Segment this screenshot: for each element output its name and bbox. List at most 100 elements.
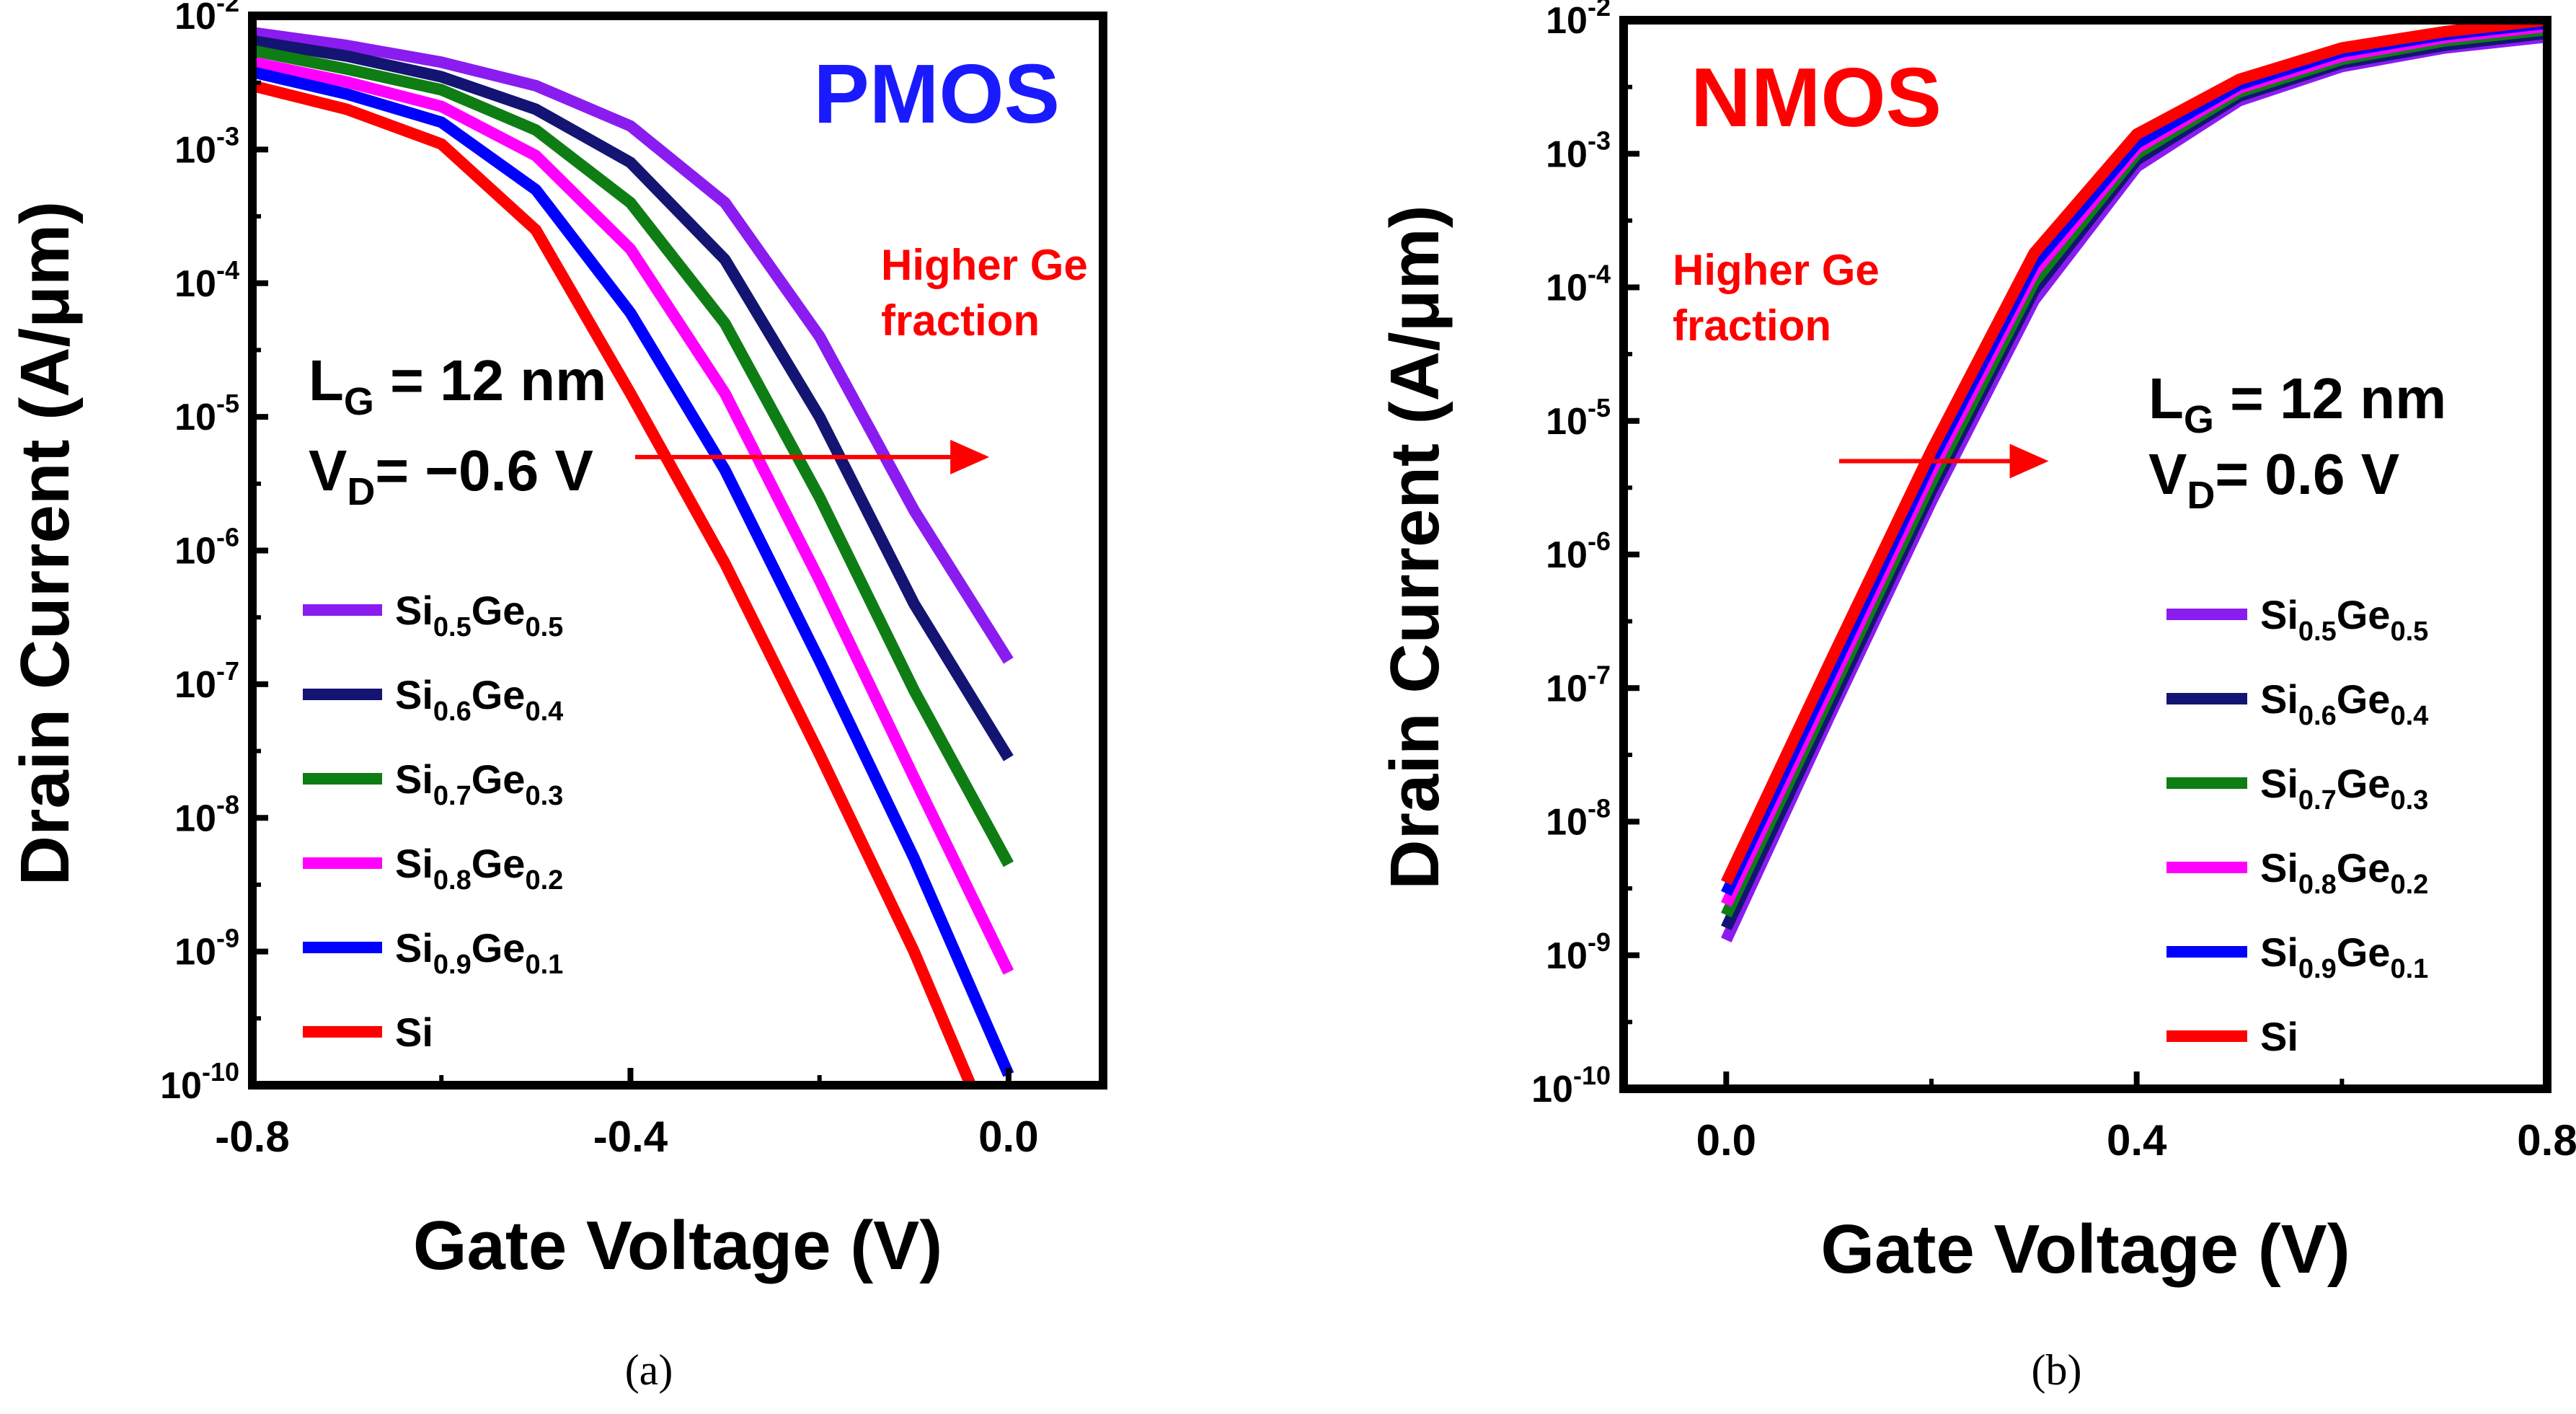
legend-sub2: 0.4 [525,697,563,727]
x-tick-label: -0.8 [215,1113,289,1161]
panel-caption: (b) [2032,1346,2082,1394]
y-tick-exponent: -6 [1588,526,1611,556]
legend-sub1: 0.7 [2298,785,2337,816]
y-tick-exponent: -7 [1588,660,1611,689]
y-tick-base: 10 [1546,668,1588,710]
y-tick-base: 10 [174,263,216,305]
legend-sub1: 0.6 [433,697,472,727]
legend-entry: Si0.6Ge0.4 [2260,676,2428,731]
y-tick-base: 10 [174,797,216,839]
series-line-si [1721,20,2547,885]
legend-entry: Si0.5Ge0.5 [2260,592,2428,647]
y-tick-label: 10-2 [174,0,239,37]
lg-subscript: G [2184,398,2214,441]
y-tick-exponent: -5 [216,389,239,418]
y-tick-label: 10-4 [1546,260,1611,309]
y-tick-base: 10 [1546,935,1588,977]
series-curves [252,27,1014,1085]
legend-entry: Si0.6Ge0.4 [395,672,563,727]
lg-value: = 12 nm [374,348,606,412]
legend: Si0.5Ge0.5Si0.6Ge0.4Si0.7Ge0.3Si0.8Ge0.2… [2166,592,2428,1059]
legend: Si0.5Ge0.5Si0.6Ge0.4Si0.7Ge0.3Si0.8Ge0.2… [303,588,563,1055]
legend-sub2: 0.5 [525,612,563,642]
y-tick-exponent: -3 [216,121,239,151]
y-tick-label: 10-6 [174,523,239,573]
y-tick-base: 10 [160,1065,202,1107]
legend-sub2: 0.3 [2390,785,2428,816]
legend-sub1: 0.5 [433,612,472,642]
x-tick-label: 0.8 [2517,1116,2576,1165]
y-tick-exponent: -4 [1588,260,1611,289]
series-curves [1721,20,2547,942]
y-tick-base: 10 [174,531,216,573]
legend-base: Si [395,756,433,802]
vd-subscript: D [2187,474,2215,517]
legend-base: Si [395,841,433,886]
y-tick-exponent: -6 [216,523,239,552]
y-tick-base: 10 [1546,133,1588,175]
legend-base: Si [395,672,433,717]
x-tick-label: 0.0 [1696,1116,1756,1165]
legend-sub1: 0.8 [2298,870,2337,900]
legend-mid: Ge [472,841,526,886]
legend-entry: Si0.9Ge0.1 [395,925,563,980]
annotation-line-1: Higher Ge [1673,246,1880,294]
series-line-si06ge04 [252,35,1014,761]
legend-sub2: 0.5 [2390,617,2428,647]
y-tick-base: 10 [174,397,216,438]
y-tick-label: 10-4 [174,255,239,305]
gate-length-label: LG = 12 nm [2148,366,2446,441]
legend-base: Si [2260,1014,2298,1059]
vd-symbol: V [2148,442,2187,506]
legend-sub2: 0.3 [525,781,563,811]
legend-mid: Ge [472,756,526,802]
legend-sub1: 0.5 [2298,617,2337,647]
legend-sub1: 0.6 [2298,701,2337,731]
x-axis-label: Gate Voltage (V) [1820,1211,2350,1288]
legend-base: Si [395,925,433,971]
y-tick-base: 10 [1546,401,1588,443]
x-axis-label: Gate Voltage (V) [413,1207,942,1284]
legend-sub2: 0.1 [2390,954,2428,984]
y-tick-exponent: -9 [1588,927,1611,957]
legend-sub1: 0.7 [433,781,472,811]
annotation-line-1: Higher Ge [881,241,1088,289]
vd-value: = −0.6 V [375,438,593,503]
legend-sub2: 0.1 [525,950,563,980]
legend-mid: Ge [2337,676,2391,722]
vd-symbol: V [309,438,347,503]
panel-caption: (a) [625,1346,673,1394]
legend-base: Si [2260,929,2298,975]
vd-subscript: D [347,470,375,513]
series-line-si09ge01 [252,66,1014,1077]
legend-sub1: 0.9 [2298,954,2337,984]
y-tick-base: 10 [1546,534,1588,576]
y-tick-base: 10 [174,664,216,706]
plot-frame [1619,16,2551,1093]
legend-base: Si [2260,845,2298,891]
drain-voltage-label: VD= −0.6 V [309,438,593,513]
vd-value: = 0.6 V [2215,442,2399,506]
y-tick-base: 10 [1546,0,1588,42]
y-tick-base: 10 [1546,268,1588,309]
y-tick-label: 10-5 [1546,393,1611,443]
legend-entry: Si0.7Ge0.3 [395,756,563,811]
legend-entry: Si [395,1009,433,1055]
y-tick-exponent: -2 [1588,0,1611,22]
legend-sub1: 0.8 [433,865,472,896]
series-line-si [252,80,976,1085]
y-tick-exponent: -10 [202,1057,239,1087]
legend-mid: Ge [472,588,526,633]
legend-sub1: 0.9 [433,950,472,980]
y-tick-exponent: -10 [1573,1061,1611,1090]
x-tick-label: 0.4 [2107,1116,2167,1165]
legend-mid: Ge [2337,761,2391,806]
y-tick-exponent: -2 [216,0,239,17]
device-title: NMOS [1691,50,1942,144]
legend-entry: Si0.9Ge0.1 [2260,929,2428,984]
y-tick-label: 10-10 [1531,1061,1611,1110]
annotation-line-2: fraction [1673,301,1831,350]
legend-mid: Ge [472,672,526,717]
plot-frame [248,12,1107,1090]
device-title: PMOS [813,47,1060,141]
